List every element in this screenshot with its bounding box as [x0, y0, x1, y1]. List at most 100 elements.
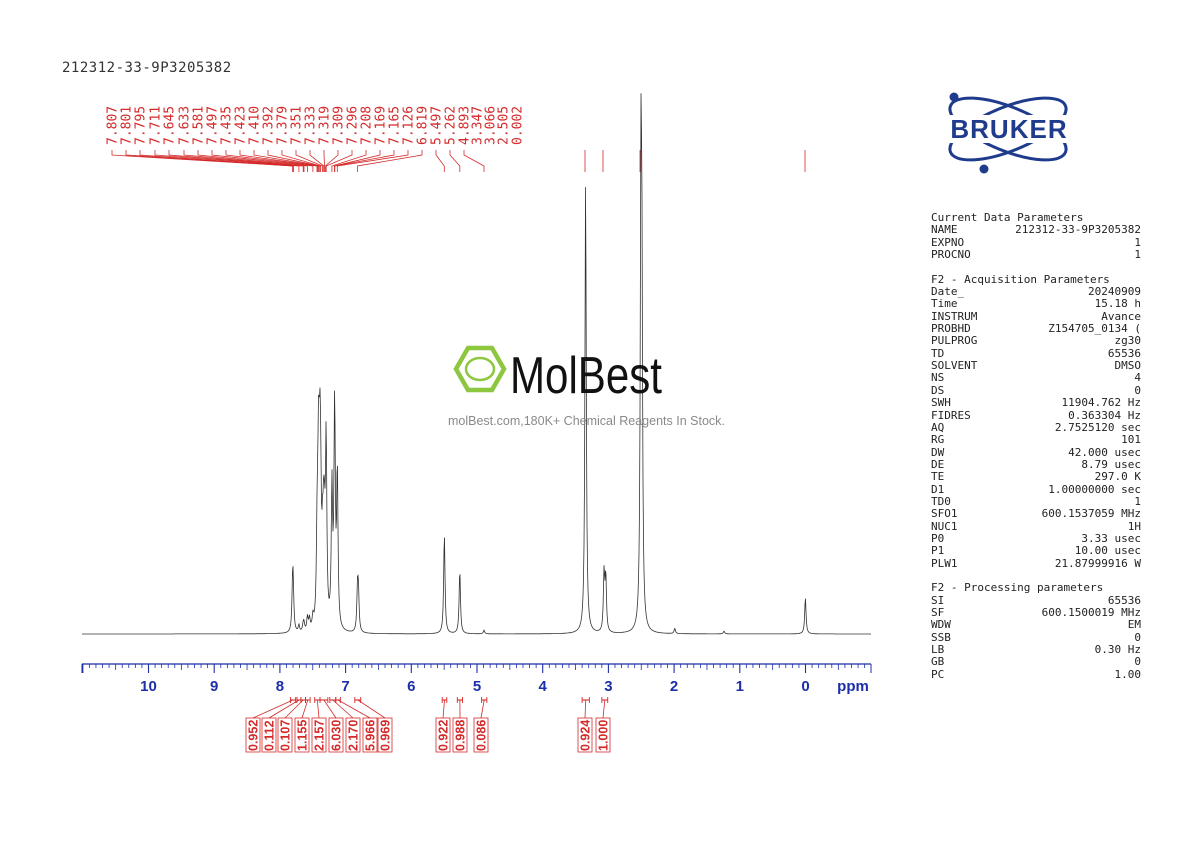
param-key: LB [931, 643, 945, 657]
param-value: 0.363304 Hz [1068, 408, 1141, 422]
param-value: 0 [1134, 655, 1141, 669]
param-value: 42.000 usec [1068, 445, 1141, 459]
param-value: 20240909 [1088, 285, 1141, 299]
param-key: DW [931, 445, 945, 459]
molbest-watermark: MolBest [453, 345, 662, 402]
param-key: NS [931, 371, 945, 385]
integral-box [377, 717, 393, 753]
tick-label: 1 [736, 678, 744, 695]
param-key: D1 [931, 482, 945, 496]
peak-connector [449, 150, 461, 172]
peak-label: 7.208 [360, 106, 375, 145]
param-value: Avance [1101, 309, 1141, 323]
peak-connector [336, 150, 409, 172]
integral-value: 0.107 [279, 720, 293, 751]
axis-label: ppm [837, 678, 869, 695]
param-row: NAME 212312-33-9P3205382 [931, 223, 1141, 237]
param-value: 1 [1134, 235, 1141, 249]
param-row: WDW EM [931, 618, 1141, 632]
param-value: Z154705_0134 ( [1048, 322, 1141, 336]
sample-title: 212312-33-9P3205382 [62, 60, 232, 76]
tick-label: 8 [276, 678, 284, 695]
integral-box [362, 717, 378, 753]
tick-label: 3 [604, 678, 612, 695]
param-key: PROBHD [931, 322, 971, 336]
param-key: TE [931, 470, 945, 484]
peak-connector [463, 150, 485, 172]
param-row: DS 0 [931, 383, 1141, 397]
peak-label: 5.262 [444, 106, 459, 145]
param-value: 101 [1121, 433, 1141, 447]
integral-connector [480, 699, 485, 719]
tick-label: 5 [473, 678, 481, 695]
peak-label: 7.497 [206, 106, 221, 145]
peak-label: 7.423 [234, 106, 249, 145]
param-key: DS [931, 383, 945, 397]
param-row: D1 1.00000000 sec [931, 482, 1141, 496]
peak-label: 7.807 [106, 106, 121, 145]
param-value: 1H [1127, 519, 1141, 533]
param-value: 1.00 [1114, 667, 1142, 681]
peak-connector [239, 150, 319, 172]
integral-connector [602, 699, 606, 719]
param-row: PROCNO 1 [931, 248, 1141, 261]
param-key: FIDRES [931, 408, 971, 422]
peak-connector [281, 150, 322, 172]
peak-connector [331, 150, 367, 172]
peak-connectors [111, 150, 806, 172]
param-row: PROBHD Z154705_0134 ( [931, 322, 1141, 336]
integral-value: 1.000 [597, 720, 611, 751]
param-key: PLW1 [931, 556, 958, 570]
param-row: FIDRES 0.363304 Hz [931, 408, 1141, 422]
param-row: Time 15.18 h [931, 297, 1141, 311]
param-row: SWH 11904.762 Hz [931, 396, 1141, 410]
peak-connector [168, 150, 304, 172]
peak-connector [309, 150, 325, 172]
peak-labels: 7.807 7.801 7.795 7.711 7.645 7.633 7.581 7.497… [106, 106, 526, 145]
integral-box [452, 717, 468, 753]
peak-label: 7.165 [388, 106, 403, 145]
integral-box [294, 717, 310, 753]
param-value: 0 [1134, 630, 1141, 644]
param-row: NUC1 1H [931, 519, 1141, 533]
integral-connector [252, 699, 294, 719]
param-key: SWH [931, 396, 951, 410]
peak-label: 7.795 [134, 106, 149, 145]
param-key: EXPNO [931, 235, 965, 249]
integral-value: 0.112 [263, 720, 277, 751]
param-key: Time [931, 297, 958, 311]
integral-box [261, 717, 277, 753]
param-value: EM [1127, 618, 1141, 632]
param-value: 0 [1134, 383, 1141, 397]
param-row: TD 65536 [931, 346, 1141, 360]
param-section-title: Current Data Parameters [931, 211, 1084, 224]
tick-label: 6 [407, 678, 415, 695]
acquisition-parameters: Current Data Parameters NAME 212312-33-9P3… [931, 211, 1142, 681]
param-value: 600.1500019 MHz [1041, 606, 1141, 619]
integral-value: 2.157 [313, 720, 327, 751]
param-value: 3.33 usec [1081, 531, 1141, 545]
peak-connector [357, 150, 423, 172]
param-value: 11904.762 Hz [1061, 396, 1141, 410]
integral-connector [323, 699, 337, 719]
integral-connector [316, 699, 320, 719]
integral-box [277, 717, 293, 753]
tick-label: 7 [341, 678, 349, 695]
tick-label: 0 [801, 678, 809, 695]
param-value: 212312-33-9P3205382 [1015, 223, 1141, 237]
param-row: Date_ 20240909 [931, 285, 1141, 299]
peak-label: 3.066 [484, 106, 499, 145]
molbest-wordmark: MolBest [510, 347, 662, 402]
param-row: SF 600.1500019 MHz [931, 606, 1141, 619]
param-section-title: F2 - Processing parameters [931, 581, 1104, 595]
ppm-axis: 10 9 8 7 6 5 4 3 2 1 0 ppm [81, 663, 872, 695]
param-row: AQ 2.7525120 sec [931, 421, 1141, 434]
param-row: EXPNO 1 [931, 235, 1141, 249]
param-key: INSTRUM [931, 309, 978, 323]
param-value: 65536 [1107, 346, 1141, 360]
peak-label: 7.645 [163, 106, 178, 145]
param-row: INSTRUM Avance [931, 309, 1141, 323]
param-row: PULPROG zg30 [931, 335, 1141, 348]
param-key: WDW [931, 618, 951, 632]
param-row: RG 101 [931, 433, 1141, 447]
